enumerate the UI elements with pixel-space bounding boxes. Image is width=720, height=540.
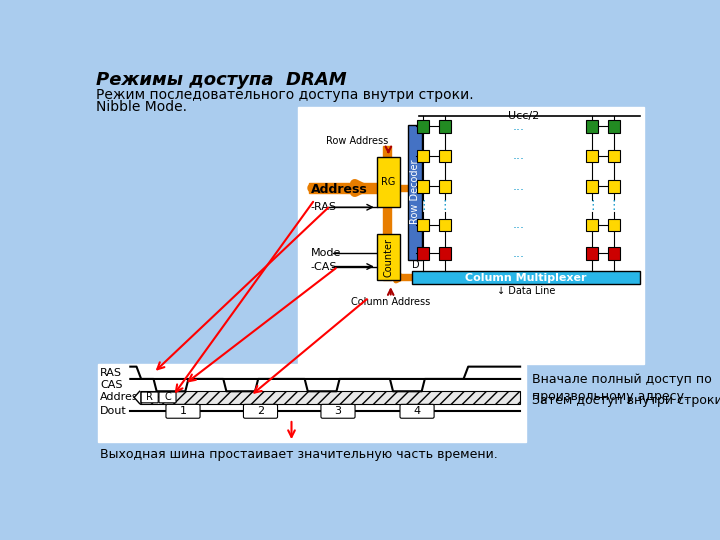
- Text: CAS: CAS: [100, 380, 122, 390]
- Text: 2: 2: [257, 406, 264, 416]
- Bar: [608, 219, 620, 231]
- Bar: [297, 107, 644, 363]
- Text: Затем доступ внутри строки за 1 такт.: Затем доступ внутри строки за 1 такт.: [532, 394, 720, 407]
- Bar: [608, 180, 620, 193]
- Text: Address: Address: [311, 183, 368, 196]
- Text: 4: 4: [413, 406, 420, 416]
- Bar: [438, 180, 451, 193]
- Bar: [412, 271, 640, 284]
- Text: Вначале полный доступ по
произвольному адресу.: Вначале полный доступ по произвольному а…: [532, 373, 711, 403]
- Bar: [586, 219, 598, 231]
- Bar: [310, 184, 377, 193]
- Text: Column Multiplexer: Column Multiplexer: [465, 273, 587, 283]
- Text: ⋮: ⋮: [586, 199, 598, 212]
- Bar: [438, 120, 451, 132]
- Bar: [608, 150, 620, 162]
- Polygon shape: [134, 392, 140, 403]
- Bar: [417, 219, 429, 231]
- Text: Режимы доступа  DRAM: Режимы доступа DRAM: [96, 71, 347, 89]
- Bar: [438, 150, 451, 162]
- Text: Row Decoder: Row Decoder: [410, 160, 420, 225]
- Text: Address: Address: [100, 393, 145, 402]
- Text: Row Address: Row Address: [326, 136, 389, 146]
- Bar: [417, 120, 429, 132]
- Bar: [586, 150, 598, 162]
- Text: ...: ...: [513, 219, 525, 232]
- Text: Mode: Mode: [311, 248, 341, 258]
- Bar: [377, 157, 400, 207]
- Bar: [417, 150, 429, 162]
- Text: ...: ...: [513, 180, 525, 193]
- Bar: [608, 247, 620, 260]
- Bar: [383, 146, 391, 280]
- Text: Column Address: Column Address: [351, 298, 431, 307]
- Text: 3: 3: [335, 406, 341, 416]
- Text: Режим последовательного доступа внутри строки.: Режим последовательного доступа внутри с…: [96, 88, 474, 102]
- Text: ...: ...: [513, 247, 525, 260]
- Bar: [586, 247, 598, 260]
- Bar: [377, 234, 400, 280]
- Text: Dout: Dout: [100, 406, 127, 416]
- Text: Выходная шина простаивает значительную часть времени.: Выходная шина простаивает значительную ч…: [100, 448, 498, 461]
- Text: Ucc/2: Ucc/2: [508, 111, 539, 121]
- Text: RAS: RAS: [100, 368, 122, 378]
- Text: ⋮: ⋮: [438, 199, 451, 212]
- FancyBboxPatch shape: [321, 404, 355, 418]
- FancyBboxPatch shape: [400, 404, 434, 418]
- Bar: [586, 180, 598, 193]
- Bar: [400, 274, 412, 280]
- Text: ⋮: ⋮: [608, 199, 620, 212]
- Text: ...: ...: [513, 149, 525, 162]
- FancyBboxPatch shape: [243, 404, 277, 418]
- Text: -CAS: -CAS: [311, 261, 338, 272]
- FancyBboxPatch shape: [166, 404, 200, 418]
- Bar: [417, 180, 429, 193]
- Bar: [98, 363, 526, 442]
- Bar: [608, 120, 620, 132]
- Text: -RAS: -RAS: [311, 202, 337, 212]
- Text: ↓ Data Line: ↓ Data Line: [497, 286, 555, 296]
- Text: ⋮: ⋮: [417, 199, 430, 212]
- Text: C: C: [164, 393, 171, 402]
- Bar: [438, 247, 451, 260]
- Text: 1: 1: [179, 406, 186, 416]
- Bar: [417, 247, 429, 260]
- Bar: [586, 120, 598, 132]
- Text: RG: RG: [381, 177, 395, 187]
- FancyBboxPatch shape: [141, 392, 158, 403]
- Text: Counter: Counter: [383, 238, 393, 277]
- Bar: [408, 125, 422, 260]
- Text: ...: ...: [513, 120, 525, 133]
- Text: D: D: [412, 260, 419, 269]
- FancyBboxPatch shape: [159, 392, 176, 403]
- Text: R: R: [146, 393, 153, 402]
- Bar: [140, 392, 520, 403]
- Text: Nibble Mode.: Nibble Mode.: [96, 100, 187, 114]
- Bar: [400, 185, 408, 191]
- Bar: [438, 219, 451, 231]
